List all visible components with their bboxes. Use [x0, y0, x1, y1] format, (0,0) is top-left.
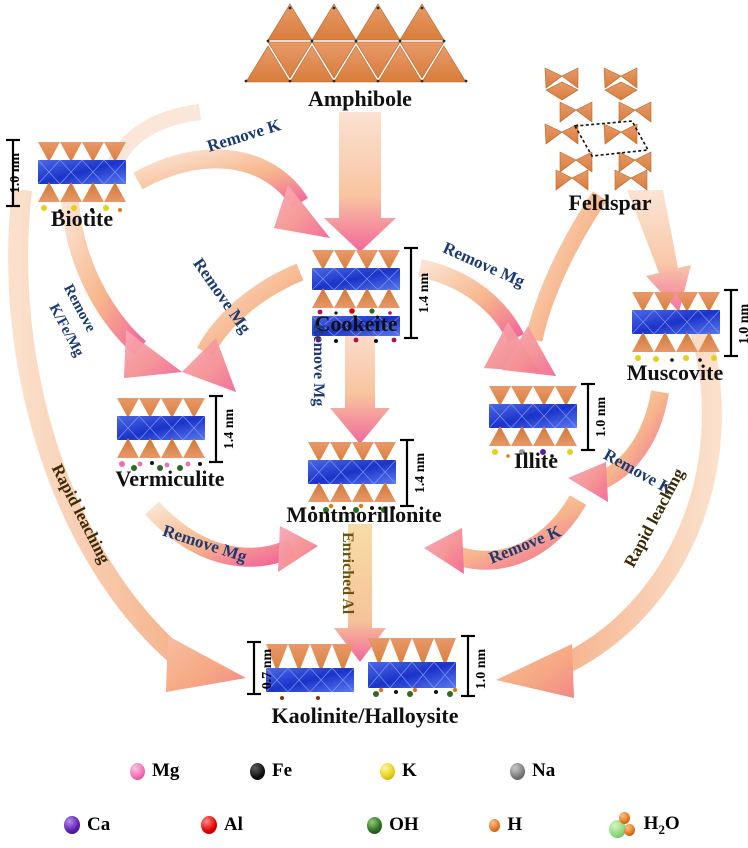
arrow-cookeite-to-vermiculite — [182, 263, 304, 392]
legend-label-mg: Mg — [152, 760, 180, 781]
structure-biotite — [6, 138, 127, 213]
dim-illite: 1.0 nm — [594, 396, 609, 438]
legend-label-h2o: H2O — [643, 812, 680, 837]
arrow-biotite-to-kaolinite — [8, 188, 246, 692]
arrow-feldspar-to-muscovite — [627, 190, 691, 312]
legend-item-na: Na — [510, 760, 630, 782]
label-illite: Illite — [514, 448, 558, 473]
legend-item-oh: OH — [367, 814, 489, 836]
label-biotite: Biotite — [50, 206, 114, 231]
structure-amphibole — [244, 3, 468, 83]
sphere-ca-icon — [64, 816, 80, 834]
sphere-oh-icon — [367, 816, 383, 834]
arrow-amphibole-to-cookeite — [324, 112, 396, 252]
label-amphibole: Amphibole — [308, 86, 412, 111]
structure-muscovite — [631, 288, 738, 362]
dim-montmorillonite: 1.4 nm — [413, 452, 428, 494]
legend-item-mg: Mg — [130, 760, 250, 782]
muscovite-interlayer-ions — [635, 355, 717, 362]
label-feldspar: Feldspar — [568, 190, 652, 215]
sphere-mg-icon — [130, 762, 145, 780]
montmorillonite-interlayer-ions — [311, 503, 395, 513]
sphere-al-icon — [200, 816, 217, 834]
label-enriched-al: Enriched Al — [339, 532, 356, 615]
arrow-biotite-to-vermiculite — [61, 199, 182, 378]
cluster-h2o-icon — [607, 812, 637, 838]
legend-item-al: Al — [200, 814, 367, 836]
arrow-illite-to-montmorillonite — [424, 495, 587, 574]
structure-illite — [488, 382, 595, 458]
legend-item-h2o: H2O — [607, 812, 724, 838]
dim-muscovite: 1.0 nm — [737, 303, 748, 345]
sphere-h-icon — [489, 818, 501, 832]
legend-row-1: Mg Fe K Na — [130, 760, 690, 782]
label-vermiculite: Vermiculite — [115, 466, 225, 491]
legend-label-oh: OH — [389, 814, 419, 835]
legend-item-fe: Fe — [250, 760, 380, 782]
arrow-muscovite-to-kaolinite — [496, 327, 722, 698]
structure-halloysite — [367, 634, 475, 698]
legend-row-2: Ca Al OH H H2O — [64, 812, 724, 838]
structure-cookeite — [311, 246, 418, 343]
structure-kaolinite — [247, 640, 355, 700]
legend-item-h: H — [489, 814, 606, 836]
label-montmorillonite: Montmorillonite — [286, 502, 442, 527]
label-muscovite: Muscovite — [626, 360, 724, 385]
legend-item-ca: Ca — [64, 814, 201, 836]
legend-label-ca: Ca — [87, 814, 111, 835]
illite-interlayer-ions — [492, 449, 573, 458]
label-kaolinite-halloysite: Kaolinite/Halloysite — [271, 703, 459, 728]
structure-feldspar — [544, 67, 652, 191]
dim-vermiculite: 1.4 nm — [222, 408, 237, 450]
biotite-interlayer-ions — [41, 205, 122, 213]
arrow-muscovite-to-illite — [568, 390, 669, 502]
label-cookeite: Cookeite — [314, 311, 398, 336]
dim-biotite: 1.0 nm — [8, 152, 23, 194]
structure-vermiculite — [116, 394, 223, 471]
sphere-na-icon — [510, 762, 525, 780]
arrow-feldspar-to-illite — [502, 191, 608, 376]
halloysite-interlayer-ions — [373, 687, 458, 697]
arrow-montmorillonite-to-kaolinite — [334, 524, 386, 662]
label-remove-mg-cookeite-montmorillonite: Remove Mg — [310, 324, 327, 407]
legend-label-fe: Fe — [272, 760, 293, 781]
legend-label-na: Na — [532, 760, 556, 781]
structure-montmorillonite — [307, 438, 414, 513]
sphere-k-icon — [380, 762, 395, 780]
arrow-vermiculite-to-montmorillonite — [145, 501, 318, 572]
legend-label-al: Al — [223, 814, 243, 835]
sphere-fe-icon — [250, 762, 265, 780]
arrow-cookeite-to-montmorillonite — [330, 320, 390, 444]
dim-halloysite: 1.0 nm — [474, 648, 489, 690]
vermiculite-interlayer-ions — [119, 461, 202, 471]
legend-label-h: H — [507, 814, 523, 835]
legend-label-k: K — [402, 760, 417, 781]
dim-kaolinite: 0.7 nm — [260, 648, 275, 690]
arrow-biotite-to-cookeite — [133, 149, 330, 238]
legend-item-k: K — [380, 760, 510, 782]
